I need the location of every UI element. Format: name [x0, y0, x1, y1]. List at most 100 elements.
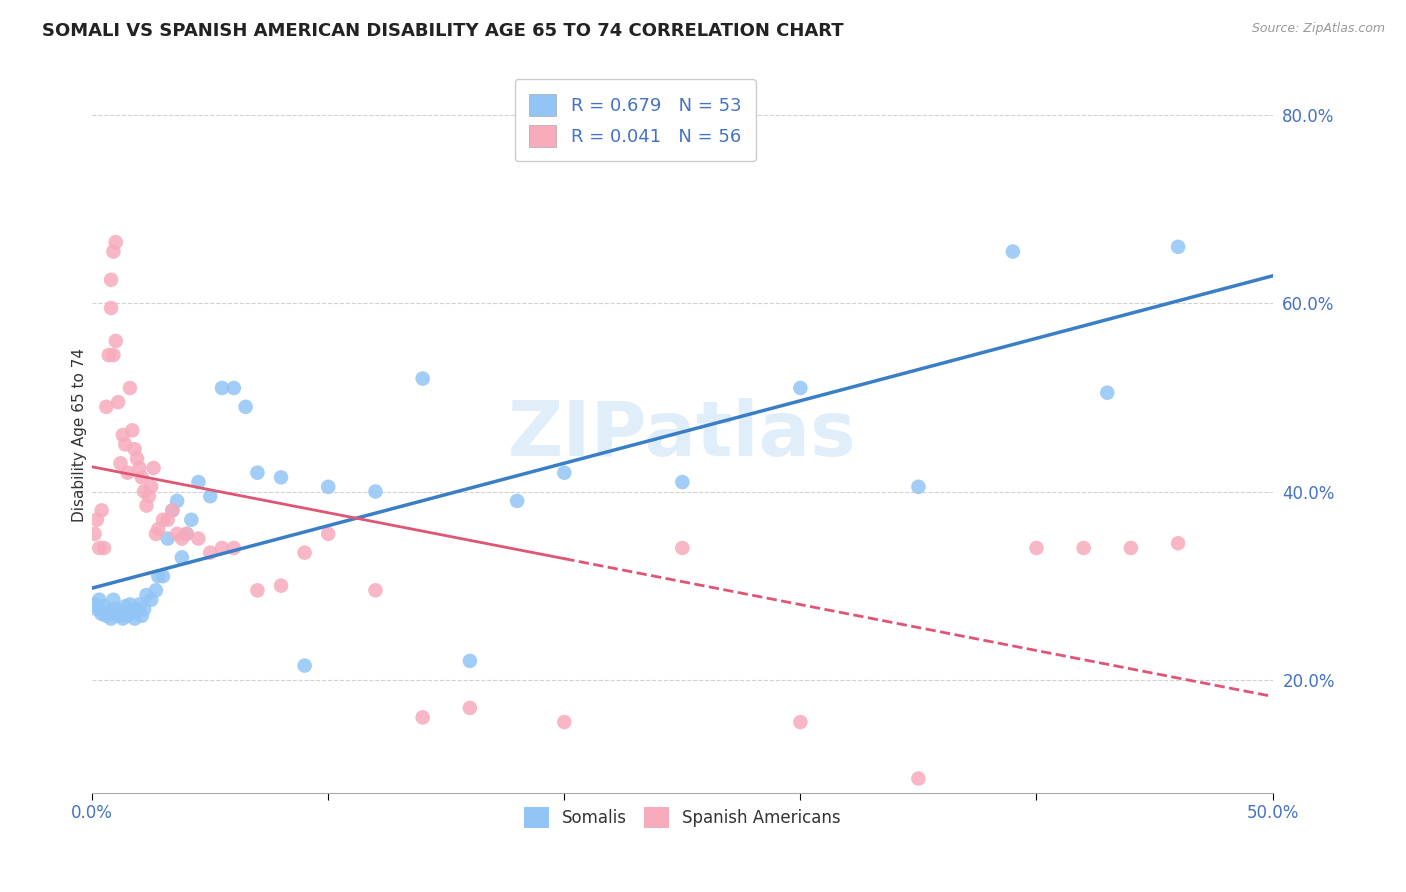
Point	[135, 588, 157, 602]
Point	[671, 475, 693, 489]
Text: ZIPatlas: ZIPatlas	[508, 398, 856, 472]
Point	[107, 608, 129, 623]
Point	[412, 710, 434, 724]
Point	[152, 569, 174, 583]
Point	[364, 583, 387, 598]
Point	[789, 381, 811, 395]
Point	[93, 599, 115, 614]
Point	[96, 400, 118, 414]
Point	[135, 499, 157, 513]
Point	[156, 532, 179, 546]
Point	[86, 513, 108, 527]
Point	[96, 608, 118, 623]
Point	[114, 599, 136, 614]
Point	[138, 489, 160, 503]
Point	[121, 423, 143, 437]
Point	[145, 583, 167, 598]
Point	[294, 546, 316, 560]
Point	[246, 466, 269, 480]
Point	[246, 583, 269, 598]
Point	[148, 522, 170, 536]
Point	[671, 541, 693, 555]
Point	[145, 526, 167, 541]
Point	[100, 273, 122, 287]
Point	[1119, 541, 1142, 555]
Point	[1167, 536, 1189, 550]
Point	[553, 715, 575, 730]
Point	[128, 461, 150, 475]
Point	[132, 484, 155, 499]
Point	[170, 532, 193, 546]
Point	[83, 526, 105, 541]
Point	[187, 475, 209, 489]
Point	[104, 602, 127, 616]
Point	[235, 400, 257, 414]
Point	[270, 470, 292, 484]
Point	[1167, 240, 1189, 254]
Point	[1073, 541, 1095, 555]
Point	[124, 611, 146, 625]
Point	[1097, 385, 1119, 400]
Point	[124, 442, 146, 457]
Point	[211, 381, 233, 395]
Point	[458, 654, 481, 668]
Point	[170, 550, 193, 565]
Point	[364, 484, 387, 499]
Point	[118, 381, 141, 395]
Point	[156, 513, 179, 527]
Point	[211, 541, 233, 555]
Point	[110, 605, 132, 619]
Point	[141, 592, 163, 607]
Point	[128, 598, 150, 612]
Point	[117, 608, 139, 623]
Point	[200, 489, 222, 503]
Point	[152, 513, 174, 527]
Point	[107, 395, 129, 409]
Point	[222, 541, 245, 555]
Point	[104, 334, 127, 348]
Point	[104, 235, 127, 249]
Point	[125, 602, 148, 616]
Point	[176, 526, 198, 541]
Point	[506, 494, 529, 508]
Point	[90, 503, 112, 517]
Point	[83, 598, 105, 612]
Point	[294, 658, 316, 673]
Point	[131, 608, 153, 623]
Point	[125, 451, 148, 466]
Point	[100, 611, 122, 625]
Point	[270, 579, 292, 593]
Point	[89, 541, 111, 555]
Point	[222, 381, 245, 395]
Point	[316, 480, 339, 494]
Point	[166, 494, 188, 508]
Legend: Somalis, Spanish Americans: Somalis, Spanish Americans	[517, 801, 848, 834]
Text: SOMALI VS SPANISH AMERICAN DISABILITY AGE 65 TO 74 CORRELATION CHART: SOMALI VS SPANISH AMERICAN DISABILITY AG…	[42, 22, 844, 40]
Point	[907, 480, 929, 494]
Point	[148, 569, 170, 583]
Point	[412, 371, 434, 385]
Point	[141, 480, 163, 494]
Point	[907, 772, 929, 786]
Point	[180, 513, 202, 527]
Point	[89, 592, 111, 607]
Point	[176, 526, 198, 541]
Point	[121, 605, 143, 619]
Point	[93, 541, 115, 555]
Point	[131, 470, 153, 484]
Point	[117, 466, 139, 480]
Point	[1001, 244, 1024, 259]
Point	[200, 546, 222, 560]
Point	[789, 715, 811, 730]
Point	[187, 532, 209, 546]
Point	[86, 602, 108, 616]
Point	[103, 348, 125, 362]
Point	[118, 598, 141, 612]
Point	[142, 461, 165, 475]
Point	[162, 503, 184, 517]
Point	[90, 607, 112, 621]
Point	[1025, 541, 1047, 555]
Point	[162, 503, 184, 517]
Y-axis label: Disability Age 65 to 74: Disability Age 65 to 74	[72, 348, 87, 522]
Point	[458, 701, 481, 715]
